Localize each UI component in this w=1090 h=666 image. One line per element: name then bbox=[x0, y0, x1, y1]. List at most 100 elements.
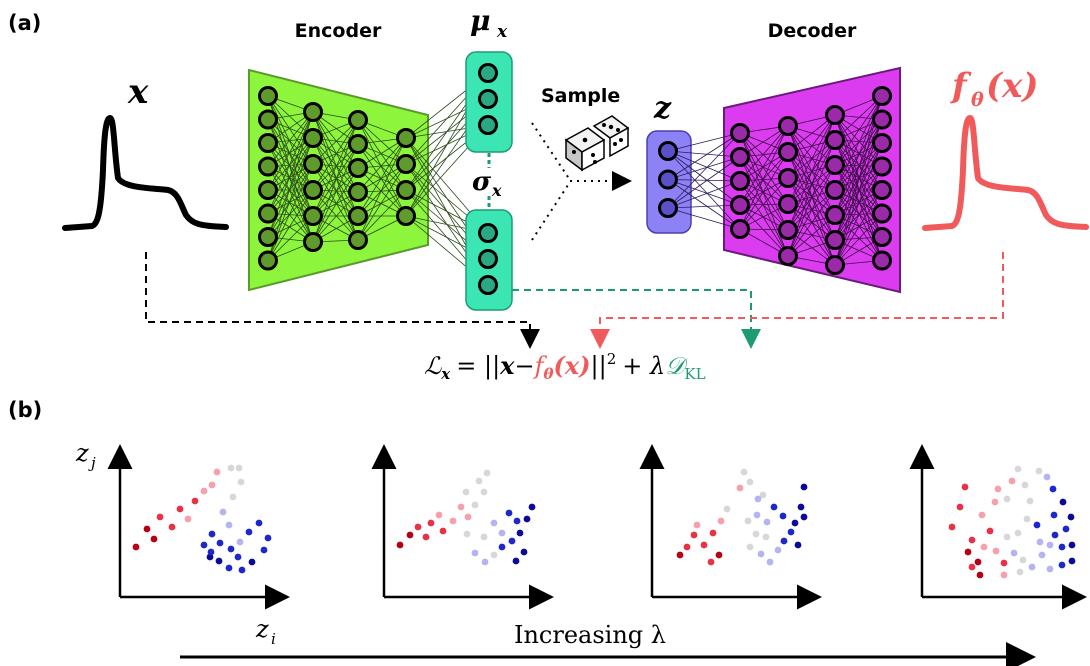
latent-point bbox=[1003, 533, 1011, 541]
latent-point bbox=[762, 533, 770, 541]
decoder-neuron bbox=[778, 220, 798, 240]
latent-point bbox=[779, 512, 787, 520]
encoder-neuron bbox=[348, 206, 368, 226]
latent-point bbox=[255, 519, 263, 527]
latent-point bbox=[994, 485, 1002, 493]
latent-point bbox=[1067, 513, 1075, 521]
scatter-panel-1 bbox=[107, 444, 290, 610]
svg-text:f: f bbox=[950, 66, 972, 106]
latent-point bbox=[498, 529, 506, 537]
latent-point bbox=[1043, 473, 1051, 481]
latent-point bbox=[516, 529, 524, 537]
latent-point bbox=[1068, 557, 1076, 565]
latent-point bbox=[227, 545, 235, 553]
latent-point bbox=[481, 558, 489, 566]
latent-point bbox=[156, 513, 164, 521]
sample-path-lower bbox=[531, 181, 571, 241]
svg-text:z: z bbox=[75, 439, 89, 467]
scatter-panel-3 bbox=[639, 444, 822, 610]
latent-point bbox=[1050, 511, 1058, 519]
latent-point bbox=[237, 478, 245, 486]
latent-point bbox=[991, 498, 999, 506]
mu-label: μ x bbox=[470, 4, 508, 42]
encoder-neuron bbox=[396, 154, 416, 174]
latent-scatter-panels bbox=[107, 444, 1087, 610]
latent-point bbox=[1051, 531, 1059, 539]
encoder-neuron bbox=[258, 180, 278, 200]
latent-point bbox=[184, 515, 192, 523]
latent-point bbox=[1068, 541, 1076, 549]
latent-point bbox=[753, 511, 761, 519]
encoder-neuron bbox=[396, 206, 416, 226]
latent-point bbox=[717, 517, 725, 525]
decoder-neuron bbox=[825, 205, 845, 225]
latent-point bbox=[215, 557, 223, 565]
latent-point bbox=[683, 543, 691, 551]
svg-text:ℒx= ||x−fθ(x)||2+ λ𝒟KL: ℒx = ||x−fθ(x)||2 + λ𝒟KL bbox=[424, 350, 706, 383]
latent-point bbox=[780, 537, 788, 545]
decoder-neuron bbox=[730, 123, 750, 143]
latent-decoder-connections bbox=[667, 132, 741, 230]
latent-stat-neuron bbox=[478, 89, 498, 109]
latent-point bbox=[168, 523, 176, 531]
sigma-label: σ x bbox=[472, 167, 502, 200]
encoder-neuron bbox=[303, 102, 323, 122]
latent-point bbox=[1021, 481, 1029, 489]
latent-point bbox=[746, 478, 754, 486]
latent-point bbox=[1058, 543, 1066, 551]
latent-point bbox=[744, 517, 752, 525]
latent-point bbox=[483, 469, 491, 477]
latent-point bbox=[968, 563, 976, 571]
latent-point bbox=[213, 468, 221, 476]
latent-point bbox=[709, 529, 717, 537]
latent-point bbox=[414, 523, 422, 531]
latent-point bbox=[219, 508, 227, 516]
encoder-neuron bbox=[303, 128, 323, 148]
latent-point bbox=[248, 558, 256, 566]
latent-point bbox=[225, 521, 233, 529]
latent-point bbox=[457, 503, 465, 511]
encoder-neuron bbox=[348, 230, 368, 250]
latent-point bbox=[520, 548, 528, 556]
latent-point bbox=[736, 484, 744, 492]
decoder-neuron bbox=[778, 142, 798, 162]
encoder-neurons bbox=[258, 86, 416, 271]
encoder-neuron bbox=[348, 134, 368, 154]
encoder-neuron bbox=[258, 133, 278, 153]
latent-point bbox=[200, 541, 208, 549]
latent-point bbox=[523, 515, 531, 523]
decoder-neuron bbox=[872, 203, 892, 224]
sample-path-upper bbox=[531, 122, 571, 181]
latent-point bbox=[770, 503, 778, 511]
latent-point bbox=[759, 491, 767, 499]
output-signal-curve bbox=[922, 115, 1089, 231]
latent-point bbox=[974, 558, 982, 566]
y-axis-label: z j bbox=[75, 439, 96, 472]
latent-point bbox=[676, 551, 684, 559]
latent-point bbox=[1014, 529, 1022, 537]
latent-point bbox=[1000, 571, 1008, 579]
latent-z-neuron bbox=[658, 169, 678, 190]
loss-equation: ℒx = ||x−fθ(x)||2 + λ𝒟KL bbox=[424, 350, 706, 383]
latent-point bbox=[766, 558, 774, 566]
latent-z-neuron bbox=[658, 141, 678, 161]
latent-point bbox=[1033, 521, 1041, 529]
latent-point bbox=[464, 513, 472, 521]
decoder-neuron bbox=[872, 109, 892, 130]
latent-point bbox=[800, 483, 808, 491]
latent-point bbox=[427, 519, 435, 527]
latent-point bbox=[225, 564, 233, 572]
output-to-loss-arrow bbox=[590, 252, 1004, 349]
latent-point bbox=[1028, 563, 1036, 571]
latent-point bbox=[1062, 525, 1070, 533]
latent-point bbox=[992, 547, 1000, 555]
svg-text:θ: θ bbox=[971, 89, 984, 111]
latent-point bbox=[475, 477, 483, 485]
latent-point bbox=[1035, 467, 1043, 475]
decoder-neuron bbox=[730, 171, 750, 191]
svg-text:μ: μ bbox=[470, 4, 491, 37]
latent-stat-neuron bbox=[478, 63, 498, 83]
latent-point bbox=[245, 528, 253, 536]
latent-point bbox=[723, 505, 731, 513]
decoder-neuron bbox=[778, 246, 798, 266]
